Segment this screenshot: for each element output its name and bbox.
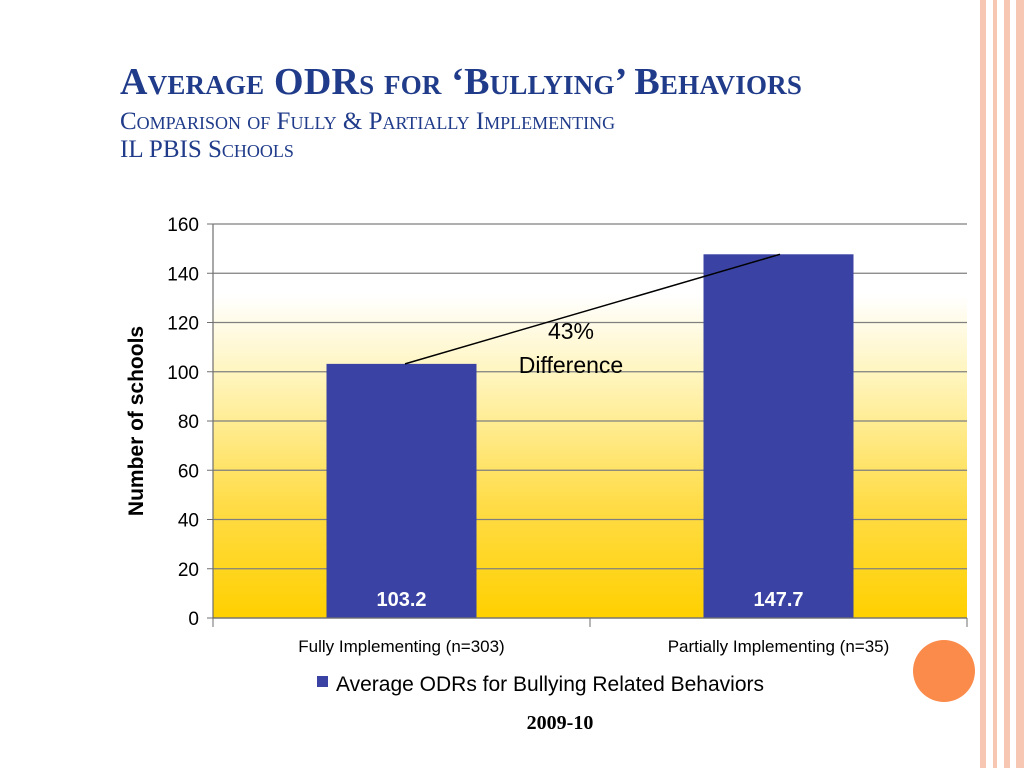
bar-value-label: 103.2: [376, 589, 426, 611]
slide-title: Average ODRs for ‘Bullying’ Behaviors: [120, 61, 803, 103]
y-tick-label: 100: [167, 363, 199, 384]
y-tick-label: 20: [178, 560, 199, 581]
accent-stripe: [980, 0, 986, 768]
difference-annotation-label: Difference: [519, 352, 623, 378]
y-tick-label: 40: [178, 511, 199, 532]
bar: [703, 254, 854, 618]
x-category-label: Fully Implementing (n=303): [298, 637, 504, 656]
difference-annotation-percent: 43%: [548, 318, 594, 344]
accent-stripe: [993, 0, 997, 768]
legend-swatch: [317, 676, 328, 687]
title-block: Average ODRs for ‘Bullying’ Behaviors Co…: [120, 62, 1010, 164]
slide-subtitle-line-1: Comparison of Fully & Partially Implemen…: [120, 108, 616, 135]
orange-dot-decoration: [913, 640, 975, 702]
legend-label: Average ODRs for Bullying Related Behavi…: [336, 673, 764, 696]
accent-stripe: [1004, 0, 1010, 768]
y-tick-label: 140: [167, 264, 199, 285]
y-tick-label: 60: [178, 461, 199, 482]
y-tick-label: 0: [188, 609, 199, 630]
y-axis-label: Number of schools: [125, 326, 148, 516]
y-tick-label: 160: [167, 215, 199, 236]
bar-value-label: 147.7: [753, 589, 803, 611]
slide-subtitle-line-2: IL PBIS Schools: [120, 136, 294, 163]
difference-line: [404, 253, 781, 365]
bar: [326, 363, 477, 618]
y-tick-label: 80: [178, 412, 199, 433]
y-tick-label: 120: [167, 314, 199, 335]
x-category-label: Partially Implementing (n=35): [668, 637, 890, 656]
footer-year: 2009-10: [526, 712, 594, 734]
accent-stripe: [1016, 0, 1024, 768]
